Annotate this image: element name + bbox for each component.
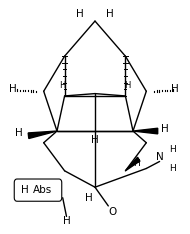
Text: H: H xyxy=(124,81,131,90)
Text: H: H xyxy=(169,145,176,154)
FancyBboxPatch shape xyxy=(14,179,62,201)
Text: H: H xyxy=(162,124,169,134)
Text: H: H xyxy=(10,84,17,94)
Text: H: H xyxy=(171,84,179,94)
Text: H: H xyxy=(86,193,93,203)
Text: O: O xyxy=(108,207,116,217)
Text: H: H xyxy=(169,164,176,173)
Polygon shape xyxy=(125,157,140,171)
Polygon shape xyxy=(133,128,158,134)
Text: H: H xyxy=(15,128,23,138)
Text: H: H xyxy=(59,81,66,90)
Text: H: H xyxy=(63,216,70,226)
Text: H: H xyxy=(106,9,114,19)
Polygon shape xyxy=(28,131,57,139)
Text: H: H xyxy=(21,185,28,195)
Text: H: H xyxy=(133,159,140,168)
Text: Abs: Abs xyxy=(33,185,52,195)
Text: N: N xyxy=(156,152,163,162)
Text: H: H xyxy=(76,9,84,19)
Text: H: H xyxy=(91,135,99,145)
